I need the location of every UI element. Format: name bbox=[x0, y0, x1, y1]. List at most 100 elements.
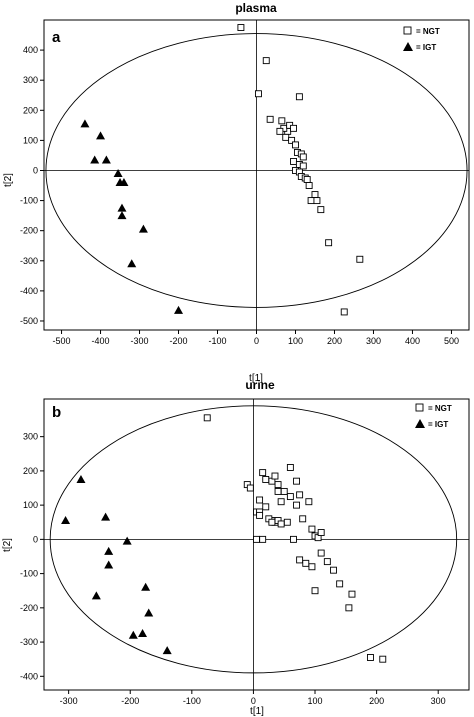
urine-y-tick-label: -100 bbox=[20, 569, 38, 579]
urine-ngt-point bbox=[283, 518, 291, 526]
urine-ngt-point bbox=[293, 477, 300, 485]
urine-igt-point bbox=[122, 536, 132, 545]
plasma-ngt-point bbox=[276, 127, 284, 135]
plasma-ngt-point bbox=[282, 133, 290, 141]
urine-y-tick-label: -200 bbox=[20, 603, 38, 613]
plasma-ngt-point bbox=[295, 93, 303, 101]
urine-panel: urine b t[1] t[2] -300 -200 -100 0 100 200 300… bbox=[2, 378, 470, 717]
urine-ngt-point bbox=[296, 491, 304, 499]
urine-legend-igt-label: = IGT bbox=[428, 420, 448, 429]
urine-ngt-point bbox=[246, 484, 254, 492]
urine-ngt-point bbox=[311, 587, 319, 595]
plasma-confidence-ellipse bbox=[45, 33, 468, 308]
urine-ngt-point bbox=[305, 498, 313, 506]
urine-ngt-point bbox=[317, 549, 325, 557]
urine-ngt-point bbox=[323, 558, 331, 566]
urine-ngt-point bbox=[280, 487, 288, 495]
panel-b-letter: b bbox=[52, 404, 61, 421]
plasma-igt-point bbox=[96, 131, 106, 140]
urine-ngt-point bbox=[277, 498, 285, 506]
urine-y-tick-label: -300 bbox=[20, 637, 38, 647]
plasma-ngt-point bbox=[290, 124, 297, 132]
urine-ngt-point bbox=[330, 566, 337, 574]
plasma-ngt-point bbox=[303, 176, 311, 183]
urine-ngt-point bbox=[286, 464, 294, 471]
urine-x-tick-label: 300 bbox=[431, 696, 446, 706]
urine-igt-point bbox=[101, 512, 111, 521]
urine-ngt-point bbox=[308, 563, 316, 571]
urine-ngt-point bbox=[268, 518, 276, 526]
urine-x-tick-label: 100 bbox=[307, 696, 322, 706]
plasma-ngt-point bbox=[262, 57, 270, 65]
plasma-y-tick-label: -500 bbox=[20, 316, 38, 326]
urine-ngt-point bbox=[366, 654, 374, 661]
plasma-x-tick-label: -500 bbox=[53, 336, 71, 346]
plasma-igt-point bbox=[117, 203, 127, 212]
plasma-ngt-point bbox=[311, 191, 319, 199]
plasma-legend-ngt-marker bbox=[403, 26, 412, 35]
urine-ngt-point bbox=[259, 469, 267, 477]
urine-y-tick-label: -400 bbox=[20, 671, 38, 681]
plasma-igt-point bbox=[119, 178, 129, 187]
urine-igt-point bbox=[144, 608, 154, 617]
urine-ngt-point bbox=[290, 535, 297, 543]
plasma-x-tick-label: -300 bbox=[131, 336, 149, 346]
plasma-y-tick-label: 300 bbox=[23, 75, 38, 85]
plasma-x-tick-label: 100 bbox=[288, 336, 303, 346]
plasma-igt-point bbox=[138, 224, 148, 233]
urine-ngt-point bbox=[302, 559, 310, 567]
urine-legend-igt-marker bbox=[415, 419, 425, 428]
plasma-x-tick-label: -400 bbox=[92, 336, 110, 346]
plasma-x-tick-label: -200 bbox=[170, 336, 188, 346]
plasma-x-tick-label: 0 bbox=[254, 336, 259, 346]
plasma-igt-point bbox=[80, 119, 90, 128]
plasma-title: plasma bbox=[235, 1, 277, 15]
plasma-legend-ngt-label: = NGT bbox=[416, 27, 440, 36]
plasma-y-tick-label: 100 bbox=[23, 135, 38, 145]
plasma-y-tick-label: -300 bbox=[20, 256, 38, 266]
urine-ngt-point bbox=[293, 501, 300, 509]
urine-ngt-point bbox=[256, 511, 264, 519]
urine-y-tick-label: 200 bbox=[23, 466, 38, 476]
urine-x-tick-label: -200 bbox=[121, 696, 139, 706]
urine-ngt-point bbox=[274, 481, 282, 489]
urine-igt-point bbox=[104, 546, 114, 555]
urine-ngt-point bbox=[345, 604, 353, 612]
urine-x-tick-label: -300 bbox=[60, 696, 78, 706]
plasma-ngt-point bbox=[307, 197, 315, 205]
plasma-ngt-point bbox=[340, 308, 348, 316]
urine-ngt-point bbox=[296, 556, 304, 564]
urine-y-axis-label: t[2] bbox=[2, 538, 13, 552]
plasma-y-tick-label: 200 bbox=[23, 105, 38, 115]
urine-ngt-point bbox=[274, 487, 282, 495]
urine-ngt-point bbox=[348, 590, 356, 598]
plasma-ngt-point bbox=[299, 162, 307, 170]
urine-ngt-point bbox=[271, 472, 279, 480]
urine-plot-frame bbox=[43, 398, 470, 691]
urine-igt-point bbox=[128, 630, 138, 639]
urine-ngt-point bbox=[277, 520, 285, 528]
plasma-ngt-point bbox=[299, 153, 307, 161]
urine-igt-point bbox=[138, 629, 148, 638]
urine-title: urine bbox=[245, 378, 275, 392]
urine-legend-ngt-marker bbox=[415, 403, 424, 412]
urine-igt-point bbox=[91, 591, 101, 600]
plasma-y-tick-label: -100 bbox=[20, 196, 38, 206]
plasma-igt-point bbox=[101, 155, 111, 164]
plasma-igt-point bbox=[90, 155, 100, 164]
urine-ngt-point bbox=[299, 515, 307, 523]
urine-ngt-point bbox=[256, 496, 264, 504]
plasma-ngt-point bbox=[356, 255, 364, 263]
plasma-ngt-point bbox=[305, 182, 313, 189]
plasma-ngt-point bbox=[237, 24, 245, 31]
plasma-ngt-point bbox=[313, 197, 321, 205]
urine-ngt-point bbox=[317, 529, 325, 536]
urine-ngt-point bbox=[203, 414, 211, 422]
plasma-x-axis-label: t[1] bbox=[249, 373, 263, 384]
plasma-y-axis-label: t[2] bbox=[3, 173, 14, 187]
urine-x-tick-label: -100 bbox=[183, 696, 201, 706]
urine-ngt-point bbox=[262, 476, 270, 483]
plasma-igt-point bbox=[117, 211, 127, 220]
urine-igt-point bbox=[61, 516, 71, 525]
